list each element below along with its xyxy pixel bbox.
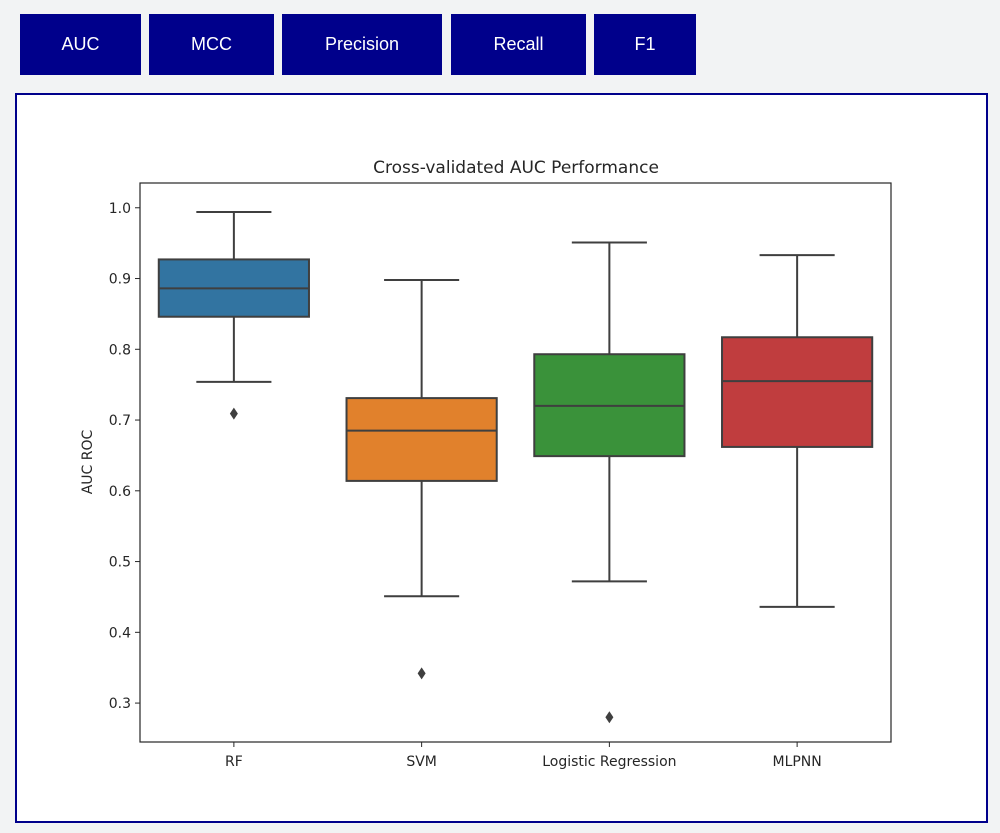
outlier-marker <box>417 667 426 680</box>
x-tick-label: MLPNN <box>772 754 821 770</box>
tab-precision[interactable]: Precision <box>282 14 442 75</box>
y-tick-label: 0.6 <box>109 484 131 500</box>
y-tick-label: 0.8 <box>109 342 131 358</box>
outlier-marker <box>605 711 614 724</box>
y-tick-label: 0.4 <box>109 625 131 641</box>
tab-mcc[interactable]: MCC <box>149 14 274 75</box>
chart-title: Cross-validated AUC Performance <box>373 158 659 178</box>
y-tick-label: 0.3 <box>109 696 131 712</box>
x-tick-label: Logistic Regression <box>542 754 676 770</box>
iqr-box <box>345 397 498 482</box>
y-tick-label: 0.5 <box>109 555 131 571</box>
x-tick-label: SVM <box>406 754 437 770</box>
metric-tab-bar: AUC MCC Precision Recall F1 <box>0 0 1000 90</box>
chart-panel: Cross-validated AUC Performance AUC ROC … <box>15 93 988 823</box>
boxplot-chart: Cross-validated AUC Performance AUC ROC … <box>80 158 892 770</box>
iqr-box <box>721 336 874 448</box>
y-tick-label: 0.7 <box>109 413 131 429</box>
y-tick-label: 0.9 <box>109 272 131 288</box>
x-tick-label: RF <box>225 754 243 770</box>
tab-auc[interactable]: AUC <box>20 14 141 75</box>
y-tick-label: 1.0 <box>109 201 131 217</box>
tab-f1[interactable]: F1 <box>594 14 696 75</box>
plot-frame <box>139 182 892 743</box>
outlier-marker <box>229 407 238 420</box>
y-axis-label: AUC ROC <box>80 429 96 494</box>
tab-recall[interactable]: Recall <box>451 14 586 75</box>
